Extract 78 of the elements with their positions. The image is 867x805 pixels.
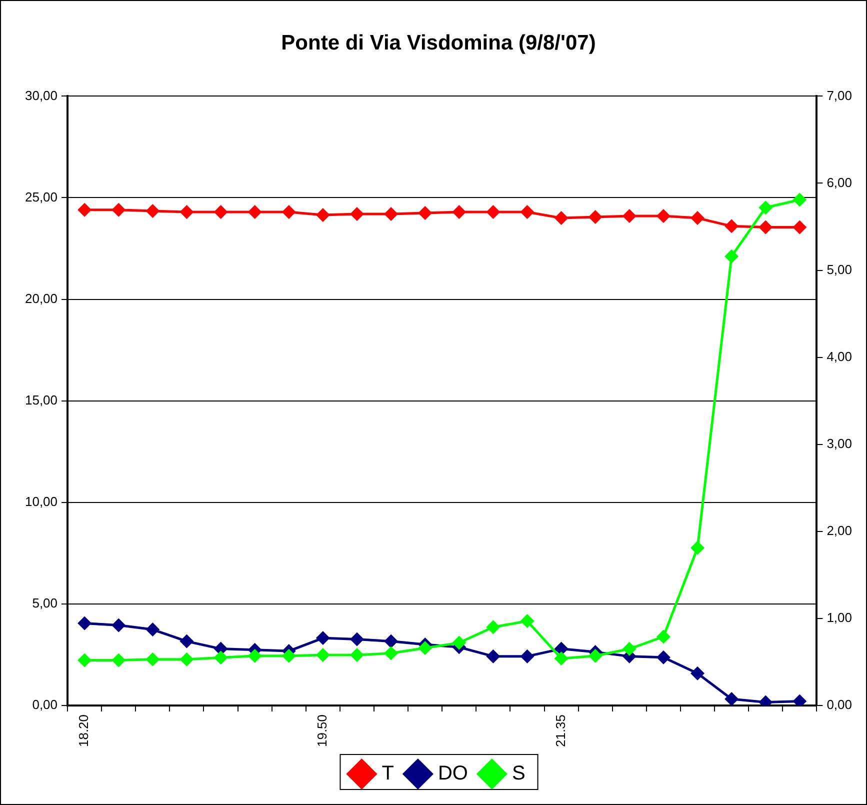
y2-tick-label: 3,00 <box>826 436 852 451</box>
point <box>282 648 296 663</box>
point <box>656 209 670 224</box>
legend-label: S <box>512 762 526 785</box>
y2-tick-label: 1,00 <box>826 610 852 626</box>
y-tick-label: 15,00 <box>24 392 58 408</box>
legend-label: T <box>382 762 394 785</box>
point <box>316 208 330 222</box>
point <box>384 646 398 660</box>
point <box>792 220 807 234</box>
legend-label: DO <box>438 762 468 785</box>
y-tick-label: 5,00 <box>32 596 58 610</box>
y-tick-label: 30,00 <box>24 88 58 103</box>
y2-tick-label: 4,00 <box>826 348 852 364</box>
point <box>486 620 500 634</box>
point <box>350 648 364 662</box>
point <box>486 204 500 219</box>
point <box>384 634 398 648</box>
chart-title: Ponte di Via Visdomina (9/8/'07) <box>281 31 596 54</box>
x-tick-label: 18.20 <box>76 714 92 748</box>
y2-tick-label: 0,00 <box>826 697 852 712</box>
y2-tick-label: 6,00 <box>826 174 852 190</box>
y2-tick-label: 5,00 <box>826 262 852 277</box>
point <box>418 206 432 220</box>
point <box>724 219 739 234</box>
point <box>622 642 636 656</box>
point <box>452 204 466 219</box>
y-tick-label: 20,00 <box>24 290 58 306</box>
point <box>180 634 194 648</box>
point <box>588 648 602 663</box>
x-tick-label: 21.35 <box>552 714 568 748</box>
point <box>146 204 160 218</box>
point <box>78 202 92 217</box>
point <box>146 652 160 666</box>
point <box>112 202 126 217</box>
point <box>622 209 636 224</box>
point <box>214 650 228 665</box>
y2-tick-label: 7,00 <box>826 88 852 103</box>
y-tick-label: 10,00 <box>24 494 58 509</box>
point <box>520 649 534 664</box>
point <box>724 692 739 706</box>
point <box>690 666 705 680</box>
point <box>248 204 262 219</box>
point <box>588 210 602 224</box>
point <box>180 652 194 666</box>
point <box>554 651 568 666</box>
point <box>282 204 296 219</box>
point <box>690 540 705 555</box>
point <box>758 220 773 234</box>
y2-tick-label: 2,00 <box>826 522 852 538</box>
point <box>554 211 568 226</box>
point <box>486 649 500 664</box>
point <box>112 653 126 668</box>
point <box>180 204 194 219</box>
point <box>214 204 228 219</box>
point <box>520 204 534 219</box>
point <box>384 206 398 221</box>
point <box>520 614 534 628</box>
point <box>656 650 670 664</box>
point <box>248 648 262 663</box>
point <box>316 631 330 646</box>
y-tick-label: 25,00 <box>24 189 58 204</box>
point <box>792 192 807 207</box>
point <box>350 632 364 646</box>
point <box>78 616 92 630</box>
point <box>146 622 160 637</box>
point <box>758 200 773 215</box>
point <box>78 653 92 668</box>
point <box>690 211 705 226</box>
x-tick-label: 19.50 <box>314 714 330 748</box>
point <box>418 641 432 656</box>
point <box>350 206 364 221</box>
point <box>112 618 126 632</box>
point <box>724 249 739 264</box>
point <box>452 636 466 650</box>
y-tick-label: 0,00 <box>32 697 58 712</box>
point <box>316 648 330 662</box>
point <box>656 630 670 644</box>
